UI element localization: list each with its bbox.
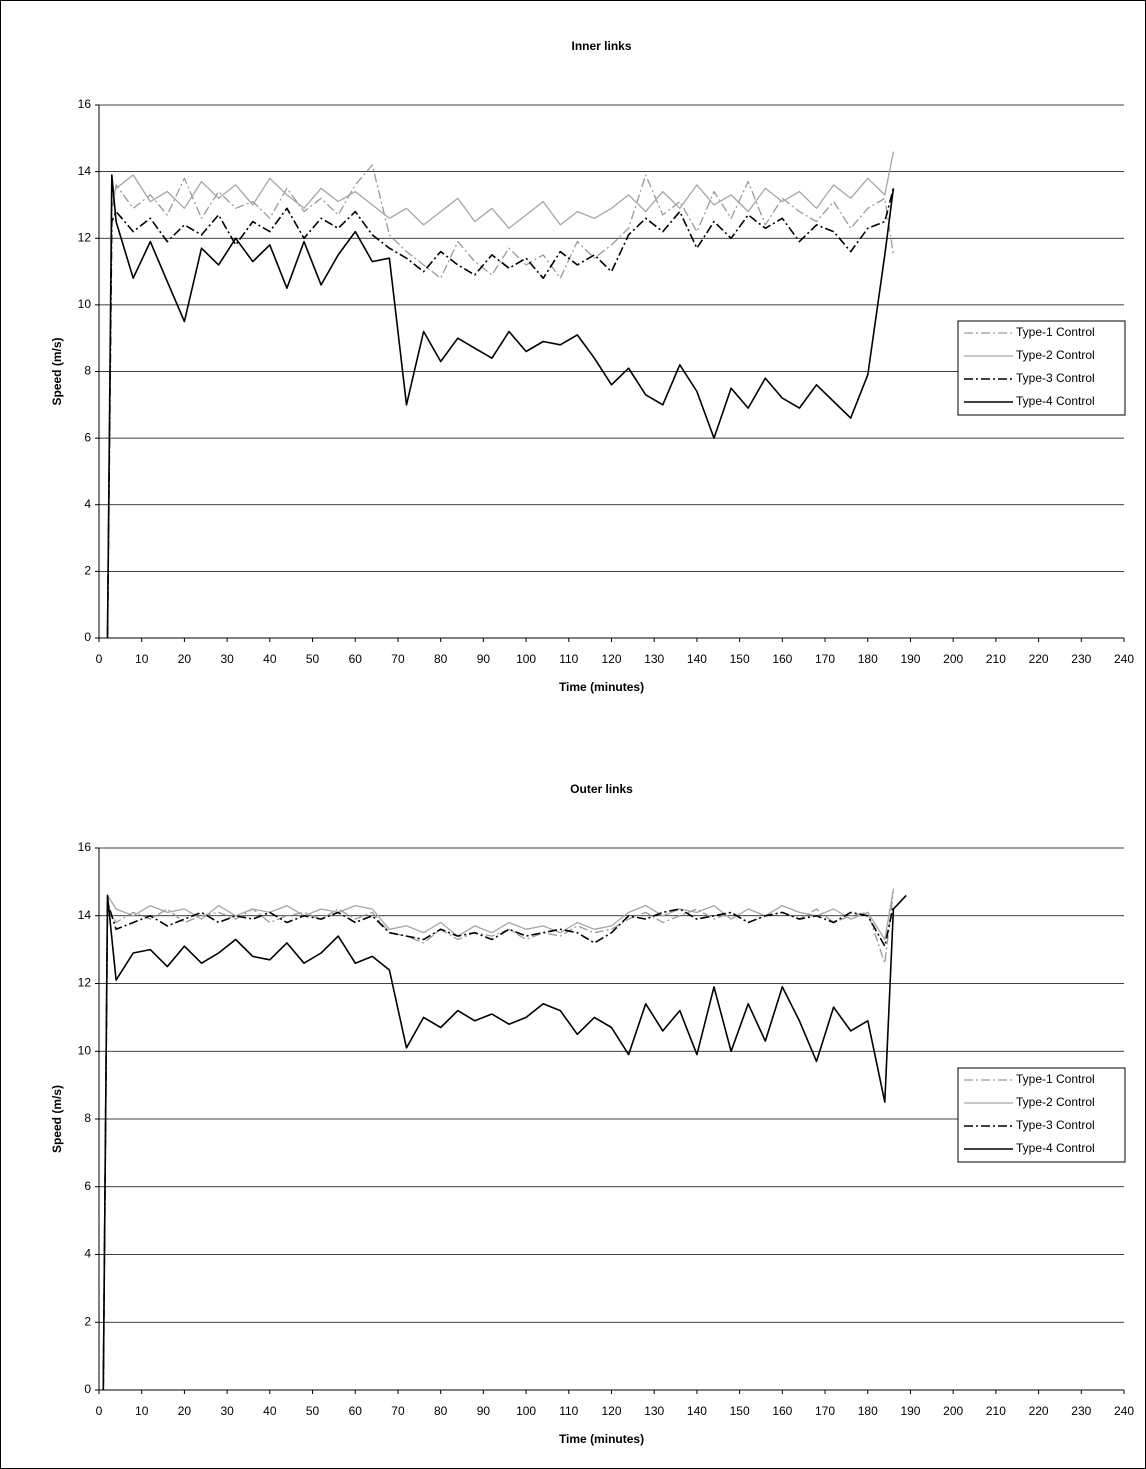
x-axis-label: Time (minutes)	[559, 1432, 644, 1446]
x-tick-label: 170	[815, 652, 835, 666]
y-tick-label: 8	[84, 364, 91, 378]
y-tick-label: 0	[84, 1382, 91, 1396]
x-tick-label: 30	[220, 652, 234, 666]
x-tick-label: 150	[730, 652, 750, 666]
x-tick-label: 90	[477, 652, 491, 666]
x-tick-label: 240	[1114, 1404, 1134, 1418]
x-tick-label: 20	[178, 652, 192, 666]
x-tick-label: 170	[815, 1404, 835, 1418]
x-tick-label: 210	[986, 652, 1006, 666]
x-tick-label: 180	[858, 1404, 878, 1418]
x-tick-label: 160	[772, 1404, 792, 1418]
series-line	[106, 164, 895, 632]
x-tick-label: 160	[772, 652, 792, 666]
legend-box	[957, 320, 1126, 416]
x-tick-label: 110	[559, 652, 578, 666]
y-tick-label: 4	[84, 1247, 91, 1261]
y-tick-label: 16	[78, 840, 92, 854]
x-tick-label: 100	[516, 652, 536, 666]
y-tick-label: 14	[78, 164, 92, 178]
legend-label: Type-3 Control	[1016, 371, 1095, 385]
x-tick-label: 10	[135, 652, 149, 666]
x-tick-label: 130	[644, 652, 664, 666]
legend-label: Type-3 Control	[1016, 1118, 1095, 1132]
series-line	[106, 151, 895, 629]
legend-label: Type-4 Control	[1016, 1141, 1095, 1155]
x-tick-label: 40	[263, 1404, 277, 1418]
x-tick-label: 200	[943, 1404, 963, 1418]
x-tick-label: 140	[687, 652, 707, 666]
y-tick-label: 0	[84, 630, 91, 644]
x-tick-label: 190	[900, 652, 920, 666]
legend-label: Type-1 Control	[1016, 325, 1095, 339]
x-tick-label: 220	[1029, 652, 1049, 666]
x-tick-label: 230	[1071, 652, 1091, 666]
x-tick-label: 230	[1071, 1404, 1091, 1418]
x-tick-label: 220	[1029, 1404, 1049, 1418]
y-tick-label: 12	[78, 976, 92, 990]
x-tick-label: 80	[434, 1404, 448, 1418]
x-tick-label: 40	[263, 652, 277, 666]
x-tick-label: 10	[135, 1404, 149, 1418]
y-axis-label: Speed (m/s)	[50, 337, 64, 405]
x-tick-label: 150	[730, 1404, 750, 1418]
chart-title: Outer links	[570, 782, 633, 796]
y-tick-label: 6	[84, 1179, 91, 1193]
x-tick-label: 130	[644, 1404, 664, 1418]
x-tick-label: 60	[349, 1404, 363, 1418]
series-line	[102, 894, 907, 1391]
legend-label: Type-4 Control	[1016, 394, 1095, 408]
x-tick-label: 90	[477, 1404, 491, 1418]
x-tick-label: 210	[986, 1404, 1006, 1418]
x-tick-label: 50	[306, 1404, 320, 1418]
y-tick-label: 6	[84, 430, 91, 444]
x-tick-label: 0	[96, 1404, 103, 1418]
x-tick-label: 80	[434, 652, 448, 666]
x-tick-label: 200	[943, 652, 963, 666]
x-tick-label: 0	[96, 652, 103, 666]
y-tick-label: 2	[84, 1314, 91, 1328]
y-tick-label: 4	[84, 497, 91, 511]
x-tick-label: 50	[306, 652, 320, 666]
x-tick-label: 190	[900, 1404, 920, 1418]
x-tick-label: 180	[858, 652, 878, 666]
y-tick-label: 12	[78, 230, 92, 244]
x-tick-label: 110	[559, 1404, 578, 1418]
y-tick-label: 10	[78, 1043, 92, 1057]
legend-label: Type-2 Control	[1016, 1095, 1095, 1109]
x-tick-label: 30	[220, 1404, 234, 1418]
x-tick-label: 100	[516, 1404, 536, 1418]
chart-title: Inner links	[571, 39, 631, 53]
legend-label: Type-1 Control	[1016, 1072, 1095, 1086]
x-tick-label: 140	[687, 1404, 707, 1418]
x-tick-label: 120	[601, 1404, 621, 1418]
x-axis-label: Time (minutes)	[559, 680, 644, 694]
x-tick-label: 20	[178, 1404, 192, 1418]
series-line	[102, 901, 895, 1387]
series-line	[106, 174, 895, 639]
series-line	[106, 188, 895, 635]
x-tick-label: 70	[391, 1404, 405, 1418]
x-tick-label: 240	[1114, 652, 1134, 666]
legend-label: Type-2 Control	[1016, 348, 1095, 362]
y-tick-label: 2	[84, 564, 91, 578]
x-tick-label: 70	[391, 652, 405, 666]
y-axis-label: Speed (m/s)	[50, 1085, 64, 1153]
y-tick-label: 10	[78, 297, 92, 311]
y-tick-label: 14	[78, 908, 92, 922]
x-tick-label: 120	[601, 652, 621, 666]
y-tick-label: 8	[84, 1111, 91, 1125]
y-tick-label: 16	[78, 97, 92, 111]
legend-box	[957, 1067, 1126, 1163]
x-tick-label: 60	[349, 652, 363, 666]
